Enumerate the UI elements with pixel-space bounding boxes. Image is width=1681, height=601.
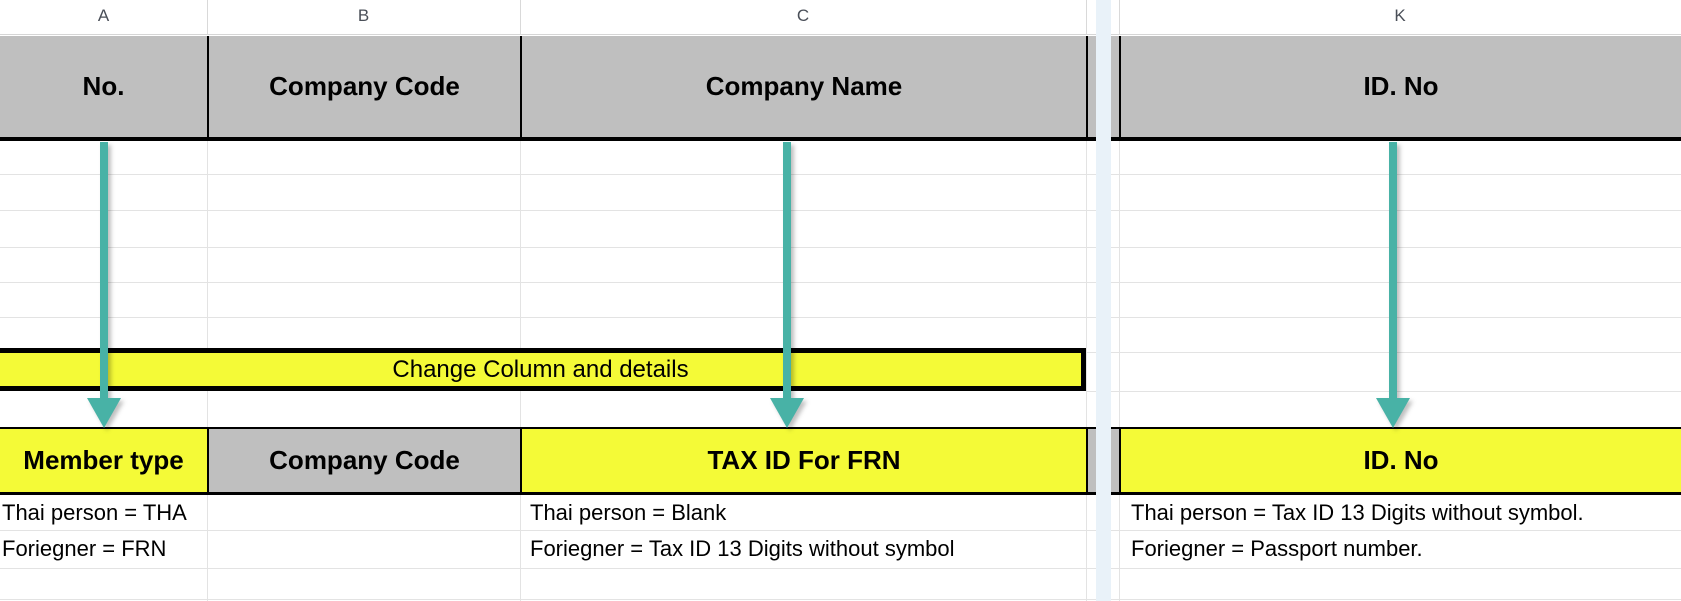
column-separator	[1086, 0, 1087, 34]
cell-tax-id-detail-1[interactable]: Thai person = Blank	[530, 499, 727, 525]
gridline-horizontal	[0, 174, 1681, 175]
cell-member-type-detail-2[interactable]: Foriegner = FRN	[2, 535, 167, 561]
column-header-b[interactable]: B	[357, 6, 370, 25]
gridline-vertical	[1086, 141, 1087, 601]
gridline-horizontal	[0, 210, 1681, 211]
gridline-horizontal	[0, 282, 1681, 283]
column-header-c[interactable]: C	[796, 6, 810, 25]
gridline-horizontal	[0, 247, 1681, 248]
arrow-head	[770, 398, 804, 428]
header-cell-company-name[interactable]: Company Name	[520, 36, 1086, 137]
gridline-horizontal	[0, 599, 1681, 600]
gridline-horizontal	[0, 317, 1681, 318]
header-bottom-border	[0, 137, 1681, 141]
arrow-head	[1376, 398, 1410, 428]
header-cell-company-code[interactable]: Company Code	[207, 36, 520, 137]
mapped-header-id-no[interactable]: ID. No	[1119, 427, 1681, 492]
header-label: TAX ID For FRN	[707, 445, 901, 475]
header-label: Member type	[23, 445, 184, 475]
cell-tax-id-detail-2[interactable]: Foriegner = Tax ID 13 Digits without sym…	[530, 535, 955, 561]
banner-label: Change Column and details	[392, 355, 689, 383]
mapped-header-member-type[interactable]: Member type	[0, 427, 207, 492]
mapped-header-company-code[interactable]: Company Code	[207, 427, 520, 492]
cell-id-no-detail-2[interactable]: Foriegner = Passport number.	[1131, 535, 1423, 561]
arrow-shaft	[100, 142, 108, 398]
header-label: Company Name	[705, 71, 903, 101]
column-header-a[interactable]: A	[97, 6, 110, 25]
header-label: ID. No	[1363, 445, 1439, 475]
arrow-shaft	[1389, 142, 1397, 398]
header-label: No.	[82, 71, 125, 101]
cell-id-no-detail-1[interactable]: Thai person = Tax ID 13 Digits without s…	[1131, 499, 1584, 525]
column-letter-row: A B C K	[0, 0, 1681, 35]
pane-divider	[1096, 0, 1111, 601]
header-label: Company Code	[269, 445, 460, 475]
gridline-vertical	[1119, 141, 1120, 601]
gridline-horizontal	[0, 568, 1681, 569]
column-separator	[207, 0, 208, 34]
header-cell-no[interactable]: No.	[0, 36, 207, 137]
column-separator	[520, 0, 521, 34]
gridline-horizontal	[1086, 352, 1681, 353]
change-column-banner[interactable]: Change Column and details	[0, 348, 1086, 391]
header-label: ID. No	[1363, 71, 1439, 101]
cell-member-type-detail-1[interactable]: Thai person = THA	[2, 499, 187, 525]
arrow-shaft	[783, 142, 791, 398]
header-cell-id-no[interactable]: ID. No	[1119, 36, 1681, 137]
column-separator	[1119, 0, 1120, 34]
header-label: Company Code	[269, 71, 460, 101]
gridline-horizontal	[1086, 391, 1681, 392]
gridline-horizontal	[0, 530, 1681, 531]
column-header-k[interactable]: K	[1394, 6, 1406, 25]
mapped-header-bottom-border	[0, 492, 1681, 495]
mapped-header-tax-id-for-frn[interactable]: TAX ID For FRN	[520, 427, 1086, 492]
arrow-head	[87, 398, 121, 428]
